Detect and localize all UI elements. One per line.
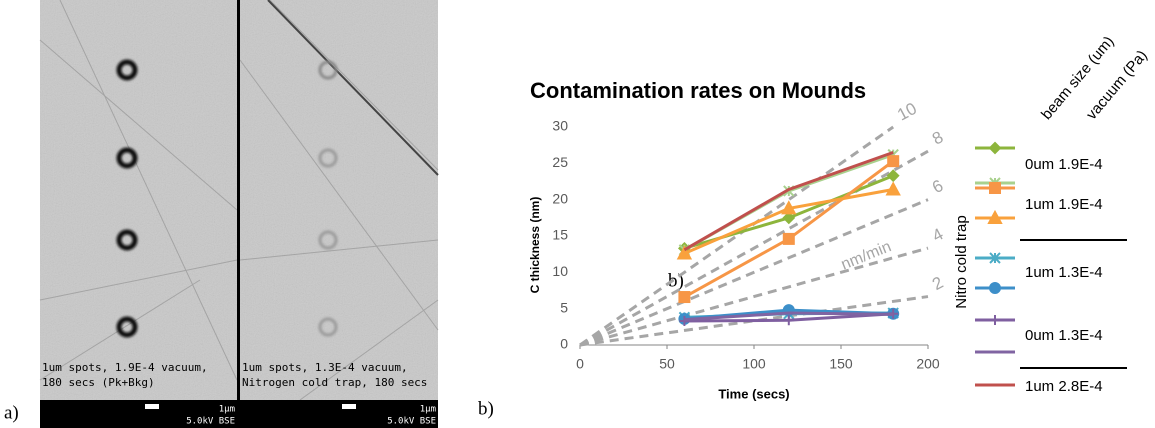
legend-marker <box>988 141 1002 155</box>
series-line <box>683 151 894 252</box>
info-label: 5.0kV BSE <box>387 417 436 427</box>
marker <box>782 232 795 245</box>
y-tick-label: 15 <box>552 227 568 243</box>
y-tick-label: 30 <box>552 118 568 134</box>
x-tick-label: 200 <box>916 356 940 372</box>
scale-bar <box>145 404 159 409</box>
scratches <box>39 0 439 401</box>
scale-label: 1µm <box>219 405 235 415</box>
reference-label: 6 <box>929 176 946 197</box>
reference-label: 8 <box>929 127 946 148</box>
reference-line <box>579 198 929 347</box>
x-tick-label: 150 <box>829 356 853 372</box>
info-bar <box>40 400 438 428</box>
y-tick-label: 20 <box>552 190 568 206</box>
y-tick-label: 0 <box>560 336 568 352</box>
legend-marker <box>987 209 1003 224</box>
reference-unit: nm/min <box>839 238 894 273</box>
x-tick-label: 0 <box>576 356 584 372</box>
reference-label: 2 <box>929 273 946 294</box>
panel-label: a) <box>4 402 19 423</box>
x-axis-label: Time (secs) <box>718 386 789 401</box>
x-tick-label: 100 <box>742 356 766 372</box>
scale-bar <box>342 404 356 409</box>
y-axis-label: C thickness (nm) <box>528 197 542 294</box>
caption: 1um spots, 1.3E-4 vacuum, <box>242 361 408 374</box>
legend-label: 1um 1.9E-4 <box>1025 196 1103 213</box>
y-tick-label: 10 <box>552 263 568 279</box>
reference-label: 4 <box>929 224 946 245</box>
legend-side-label: Nitro cold trap <box>953 215 970 308</box>
marker <box>783 315 794 326</box>
marker <box>678 291 691 304</box>
scratch <box>267 0 439 176</box>
marker <box>676 245 693 260</box>
spots <box>116 59 338 338</box>
panel-label: b) <box>478 398 494 419</box>
legend-marker <box>989 282 1001 294</box>
reference-line <box>579 295 929 347</box>
marker <box>887 155 900 168</box>
legend-label: 1um 1.3E-4 <box>1025 264 1103 281</box>
legend-marker <box>989 252 1001 264</box>
series-line <box>684 311 894 322</box>
series-line <box>683 159 895 299</box>
x-tick-label: 50 <box>659 356 675 372</box>
marker <box>679 316 690 327</box>
caption: 1um spots, 1.9E-4 vacuum, <box>42 361 208 374</box>
reference-line <box>579 246 929 347</box>
legend-label: 1um 2.8E-4 <box>1025 378 1103 395</box>
scale-label: 1µm <box>420 405 436 415</box>
legend-label: 0um 1.3E-4 <box>1025 327 1103 344</box>
marker <box>886 169 900 183</box>
legend-marker <box>990 315 1000 325</box>
legend-label: 0um 1.9E-4 <box>1025 156 1103 173</box>
chart-title: Contamination rates on Mounds <box>530 78 866 103</box>
reference-line <box>579 125 895 347</box>
legend-marker <box>989 182 1001 194</box>
marker <box>782 211 796 225</box>
sem-images: 1um spots, 1.9E-4 vacuum, 180 secs (Pk+B… <box>39 0 439 428</box>
caption: 180 secs (Pk+Bkg) <box>42 376 155 389</box>
reference-label: 10 <box>894 99 920 125</box>
y-tick-label: 5 <box>560 299 568 315</box>
marker <box>781 200 797 215</box>
marker <box>885 181 901 196</box>
info-label: 5.0kV BSE <box>186 417 235 427</box>
y-tick-label: 25 <box>552 154 568 170</box>
caption: Nitrogen cold trap, 180 secs <box>242 376 427 389</box>
